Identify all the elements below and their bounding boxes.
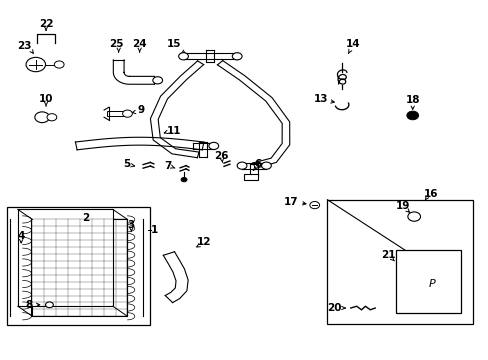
- Circle shape: [178, 53, 188, 60]
- Text: 12: 12: [197, 237, 211, 247]
- Text: 18: 18: [405, 95, 419, 105]
- Circle shape: [35, 112, 49, 123]
- Circle shape: [261, 162, 271, 169]
- Text: 10: 10: [39, 94, 53, 104]
- Bar: [243, 174, 258, 180]
- Text: 9: 9: [137, 105, 144, 115]
- FancyArrow shape: [106, 111, 125, 116]
- Text: 7: 7: [164, 161, 171, 171]
- Text: P: P: [427, 279, 434, 289]
- Text: 3: 3: [127, 220, 135, 230]
- Text: 13: 13: [313, 94, 327, 104]
- Text: 19: 19: [395, 201, 409, 211]
- Circle shape: [26, 57, 45, 72]
- Text: 4: 4: [18, 231, 25, 240]
- Text: 26: 26: [214, 150, 228, 161]
- Circle shape: [309, 202, 319, 209]
- Circle shape: [208, 142, 218, 149]
- Polygon shape: [327, 200, 472, 324]
- Text: 14: 14: [345, 40, 359, 49]
- Text: 8: 8: [25, 300, 33, 310]
- Text: 2: 2: [82, 213, 89, 222]
- Circle shape: [406, 111, 418, 120]
- Circle shape: [407, 212, 420, 221]
- Bar: [18, 210, 113, 306]
- Circle shape: [181, 177, 186, 182]
- Text: 24: 24: [132, 40, 147, 49]
- Text: 21: 21: [380, 250, 395, 260]
- Circle shape: [45, 302, 53, 308]
- Bar: [6, 207, 150, 325]
- Circle shape: [232, 53, 242, 60]
- Text: 17: 17: [283, 197, 298, 207]
- Text: 6: 6: [254, 159, 261, 169]
- Circle shape: [153, 77, 162, 84]
- Text: 23: 23: [17, 41, 31, 50]
- Text: 16: 16: [423, 189, 437, 199]
- Text: 5: 5: [122, 159, 130, 169]
- Text: 20: 20: [327, 303, 341, 313]
- Text: 11: 11: [166, 126, 181, 135]
- Circle shape: [122, 110, 132, 117]
- Text: 15: 15: [166, 40, 181, 49]
- Text: 22: 22: [39, 19, 53, 29]
- Circle shape: [54, 61, 64, 68]
- Text: 25: 25: [109, 40, 124, 49]
- Text: 1: 1: [151, 225, 158, 235]
- Circle shape: [237, 162, 246, 169]
- Bar: [395, 250, 461, 313]
- Bar: [32, 220, 127, 316]
- Circle shape: [47, 114, 57, 121]
